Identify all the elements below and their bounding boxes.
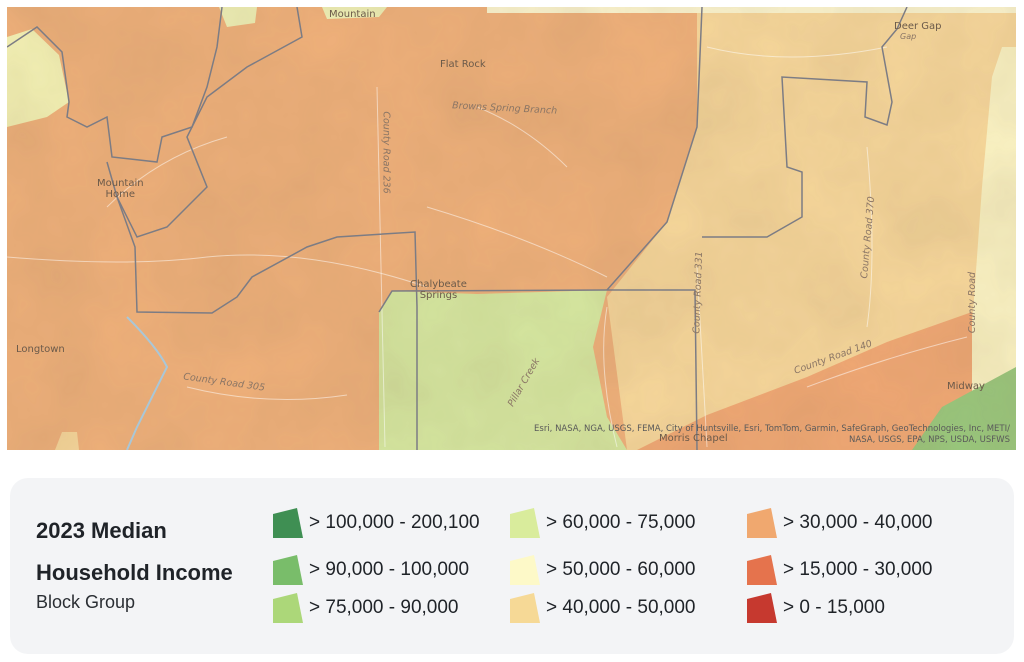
- legend-item-15k-30k: > 15,000 - 30,000: [747, 555, 933, 585]
- legend-item-40k-50k: > 40,000 - 50,000: [510, 593, 696, 623]
- place-label-deer-gap-sub: Gap: [900, 32, 917, 41]
- place-label-morris-chapel: Morris Chapel: [659, 433, 728, 444]
- legend-swatch: [273, 593, 303, 623]
- legend-panel: 2023 Median Household Income Block Group…: [10, 478, 1014, 654]
- legend-label: > 90,000 - 100,000: [309, 559, 470, 580]
- legend-title-line2: Household Income: [36, 560, 233, 585]
- legend-swatch: [747, 593, 777, 623]
- block-group-boundaries: [7, 7, 908, 450]
- legend-swatch: [510, 555, 540, 585]
- legend-swatch: [510, 508, 540, 538]
- legend-item-90k-100k: > 90,000 - 100,000: [273, 555, 469, 585]
- legend-label: > 30,000 - 40,000: [783, 512, 933, 533]
- legend-label: > 15,000 - 30,000: [783, 559, 933, 580]
- legend-label: > 100,000 - 200,100: [309, 512, 480, 533]
- map-canvas[interactable]: [7, 7, 1016, 450]
- legend-label: > 75,000 - 90,000: [309, 597, 459, 618]
- legend-label: > 50,000 - 60,000: [546, 559, 696, 580]
- place-label-mountain: Mountain: [329, 9, 376, 20]
- legend-item-50k-60k: > 50,000 - 60,000: [510, 555, 696, 585]
- map-attribution: Esri, NASA, NGA, USGS, FEMA, City of Hun…: [534, 424, 1010, 445]
- legend-swatch: [510, 593, 540, 623]
- legend-swatch: [273, 508, 303, 538]
- legend-swatch: [747, 508, 777, 538]
- place-label-flat-rock: Flat Rock: [440, 59, 486, 70]
- legend-item-0-15k: > 0 - 15,000: [747, 593, 885, 623]
- legend-title-line1: 2023 Median: [36, 518, 167, 543]
- place-label-deer-gap: Deer Gap: [894, 21, 942, 32]
- stream: [126, 316, 169, 450]
- road-network: [7, 46, 968, 448]
- legend-label: > 60,000 - 75,000: [546, 512, 696, 533]
- road-label-county-road-236: County Road 236: [380, 111, 392, 194]
- legend-item-75k-90k: > 75,000 - 90,000: [273, 593, 459, 623]
- place-label-chalybeate-springs: Chalybeate Springs: [410, 279, 467, 301]
- income-map[interactable]: Mountain Flat Rock Deer Gap Gap Mountain…: [7, 7, 1016, 450]
- place-label-midway: Midway: [947, 381, 985, 392]
- legend-item-30k-40k: > 30,000 - 40,000: [747, 508, 933, 538]
- legend-swatch: [273, 555, 303, 585]
- legend-subtitle: Block Group: [36, 592, 136, 612]
- legend-label: > 0 - 15,000: [783, 597, 885, 618]
- place-label-longtown: Longtown: [16, 344, 65, 355]
- legend-item-60k-75k: > 60,000 - 75,000: [510, 508, 696, 538]
- legend-item-100k-200k: > 100,000 - 200,100: [273, 508, 480, 538]
- legend-label: > 40,000 - 50,000: [546, 597, 696, 618]
- legend-swatch: [747, 555, 777, 585]
- road-label-county-road-right: County Road: [967, 271, 979, 334]
- place-label-mountain-home: Mountain Home: [97, 178, 144, 200]
